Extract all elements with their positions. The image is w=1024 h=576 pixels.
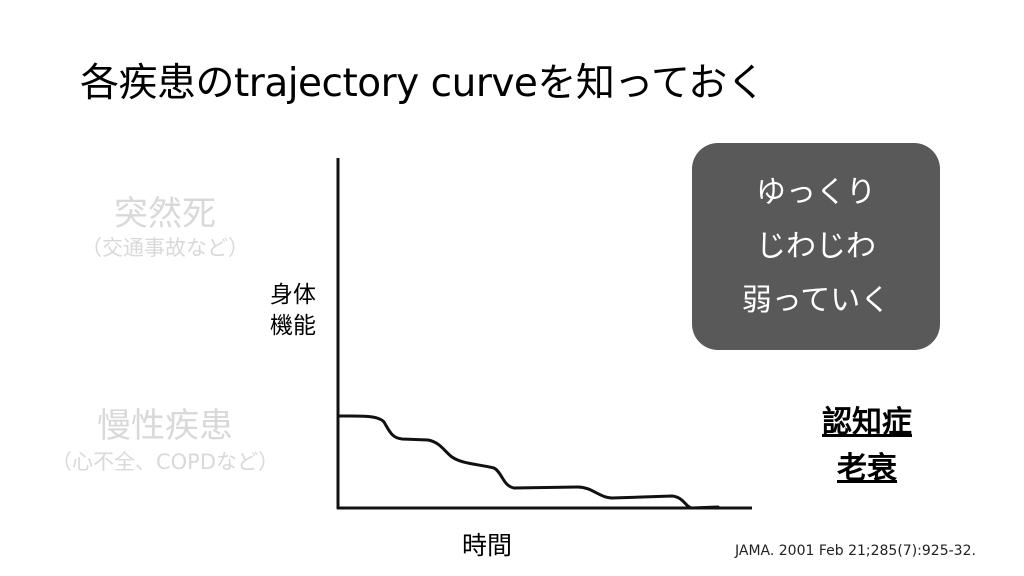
slide-title: 各疾患のtrajectory curveを知っておく (80, 61, 766, 106)
callout-line: 弱っていく (741, 282, 891, 318)
y-axis-label: 身体 機能 (270, 280, 316, 342)
dementia-senility-label: 認知症 老衰 (822, 400, 912, 492)
citation: JAMA. 2001 Feb 21;285(7):925-32. (735, 543, 976, 559)
callout-line: じわじわ (756, 228, 876, 264)
x-axis-label: 時間 (462, 531, 513, 560)
sudden-death-label: 突然死 (114, 194, 216, 234)
category-line: 認知症 (822, 405, 912, 440)
trajectory-curve (336, 414, 720, 510)
y-axis-label-line: 機能 (270, 313, 316, 339)
callout-box: ゆっくり じわじわ 弱っていく (692, 143, 940, 350)
callout-line: ゆっくり (756, 174, 876, 210)
category-line: 老衰 (837, 451, 897, 486)
sudden-death-example: （交通事故など） (81, 236, 249, 260)
y-axis-label-line: 身体 (270, 282, 316, 308)
chronic-disease-example: （心不全、COPDなど） (50, 450, 280, 474)
chronic-disease-label: 慢性疾患 (97, 406, 233, 446)
